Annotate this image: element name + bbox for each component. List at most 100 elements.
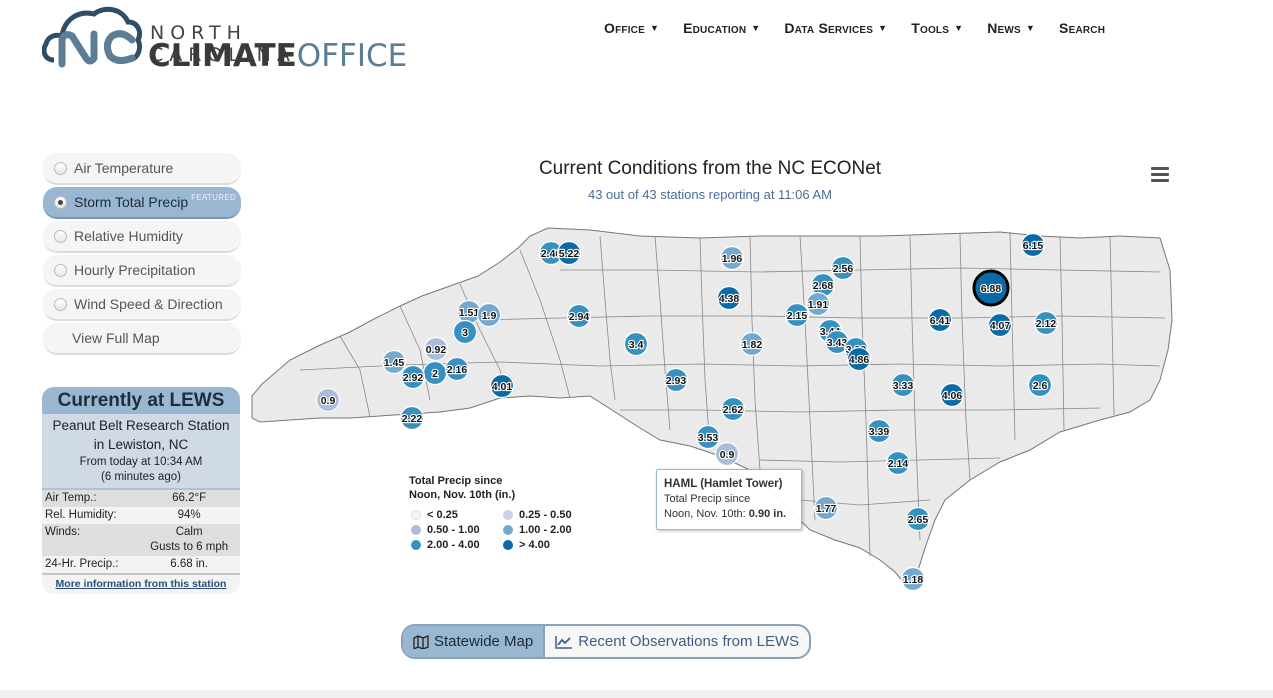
recent-observations-button[interactable]: Recent Observations from LEWS xyxy=(545,626,809,657)
station-marker[interactable] xyxy=(444,356,470,382)
nav-education[interactable]: Education ▼ xyxy=(683,20,760,36)
reading-row: Winds: Calm Gusts to 6 mph xyxy=(42,524,240,556)
legend-item[interactable]: > 4.00 xyxy=(501,538,593,552)
reading-label: Air Temp.: xyxy=(45,492,97,504)
station-marker[interactable] xyxy=(813,495,839,521)
cloud-logo-icon xyxy=(42,6,143,68)
legend-item[interactable]: < 0.25 xyxy=(409,508,501,522)
radio-icon[interactable] xyxy=(54,229,67,243)
station-marker[interactable] xyxy=(890,372,916,398)
view-full-map-button[interactable]: View Full Map xyxy=(43,323,241,355)
station-marker[interactable] xyxy=(846,346,872,372)
station-marker[interactable] xyxy=(714,441,740,467)
station-marker[interactable] xyxy=(830,255,856,281)
station-marker[interactable] xyxy=(695,424,721,450)
station-marker[interactable] xyxy=(452,319,478,345)
station-marker[interactable] xyxy=(719,245,745,271)
nav-tools[interactable]: Tools ▼ xyxy=(911,20,963,36)
station-marker[interactable] xyxy=(399,405,425,431)
station-marker[interactable] xyxy=(885,450,911,476)
reading-row: Air Temp.: 66.2°F xyxy=(42,490,240,507)
legend-item[interactable]: 0.25 - 0.50 xyxy=(501,508,593,522)
station-marker[interactable] xyxy=(927,307,953,333)
station-marker[interactable] xyxy=(939,382,965,408)
station-marker[interactable] xyxy=(489,373,515,399)
station-value-label: 6.15 xyxy=(1023,240,1044,252)
main-nav: Office ▼ Education ▼ Data Services ▼ Tools ▼… xyxy=(604,20,1129,36)
hamburger-menu-icon[interactable] xyxy=(1151,167,1169,183)
nav-news[interactable]: News ▼ xyxy=(987,20,1035,36)
station-value-label: 6.88 xyxy=(981,283,1002,295)
radio-icon[interactable] xyxy=(54,297,67,311)
radio-icon[interactable] xyxy=(54,161,67,175)
station-marker[interactable] xyxy=(905,506,931,532)
legend-swatch xyxy=(503,540,513,550)
station-marker[interactable] xyxy=(623,331,649,357)
reading-label: Rel. Humidity: xyxy=(45,509,117,521)
station-marker[interactable] xyxy=(866,418,892,444)
reading-row: Rel. Humidity: 94% xyxy=(42,507,240,524)
observation-time-line2: (6 minutes ago) xyxy=(101,471,181,483)
statewide-map-button[interactable]: Statewide Map xyxy=(403,626,546,657)
nav-data-services[interactable]: Data Services ▼ xyxy=(784,20,887,36)
station-markers[interactable]: 2.465.22 1.96 2.56 6.15 2.68 4.38 1.91 6.88 2.15… xyxy=(315,232,1059,592)
view-toggle: Statewide Map Recent Observations from L… xyxy=(401,624,812,659)
station-marker[interactable] xyxy=(663,367,689,393)
more-info-link[interactable]: More information from this station xyxy=(42,573,240,594)
station-marker[interactable] xyxy=(900,566,926,592)
station-value-label: 1.45 xyxy=(384,357,405,369)
nav-search[interactable]: Search xyxy=(1059,20,1105,36)
current-station-panel: Currently at LEWS Peanut Belt Research S… xyxy=(42,387,240,594)
option-hourly-precipitation[interactable]: Hourly Precipitation xyxy=(43,255,241,287)
station-marker[interactable] xyxy=(1033,310,1059,336)
option-wind-speed-direction[interactable]: Wind Speed & Direction xyxy=(43,289,241,321)
station-value-label: 2.16 xyxy=(447,364,468,376)
station-marker[interactable] xyxy=(805,291,831,317)
logo-climate: CLIMATE xyxy=(148,38,297,74)
nav-office[interactable]: Office ▼ xyxy=(604,20,659,36)
station-value-label: 3.33 xyxy=(893,380,914,392)
station-marker[interactable] xyxy=(315,387,341,413)
station-marker[interactable] xyxy=(1020,232,1046,258)
reading-value-line1: Calm xyxy=(175,526,203,538)
station-value-label: 2.56 xyxy=(833,263,854,275)
legend-swatch xyxy=(411,540,421,550)
legend-item[interactable]: 0.50 - 1.00 xyxy=(409,523,501,537)
station-tooltip: HAML (Hamlet Tower) Total Precip since N… xyxy=(656,469,802,530)
station-marker[interactable] xyxy=(556,240,582,266)
legend-item[interactable]: 1.00 - 2.00 xyxy=(501,523,593,537)
option-storm-total-precip[interactable]: Storm Total Precip FEATURED xyxy=(43,187,241,219)
station-marker[interactable] xyxy=(566,303,592,329)
station-value-label: 3.43 xyxy=(827,337,848,349)
nc-climate-office-logo[interactable]: NORTH CAROLINA CLIMATEOFFICE xyxy=(42,2,407,74)
chart-subtitle: 43 out of 43 stations reporting at 11:06… xyxy=(587,187,833,202)
option-label: Wind Speed & Direction xyxy=(74,296,223,312)
legend-swatch xyxy=(411,510,421,520)
station-marker[interactable] xyxy=(381,349,407,375)
station-marker[interactable] xyxy=(476,302,502,328)
tooltip-line3-prefix: Noon, Nov. 10th: xyxy=(664,508,749,520)
station-value-label: 2.65 xyxy=(908,514,929,526)
station-marker[interactable] xyxy=(987,312,1013,338)
option-air-temperature[interactable]: Air Temperature xyxy=(43,153,241,185)
station-value-label: 0.9 xyxy=(720,449,735,461)
map-icon xyxy=(413,634,429,649)
station-marker[interactable] xyxy=(739,331,765,357)
station-marker[interactable] xyxy=(716,285,742,311)
option-relative-humidity[interactable]: Relative Humidity xyxy=(43,221,241,253)
station-marker[interactable] xyxy=(423,336,449,362)
chevron-down-icon: ▼ xyxy=(649,23,660,33)
station-value-label: 4.06 xyxy=(942,390,963,402)
station-marker[interactable] xyxy=(1027,372,1053,398)
legend-label: 1.00 - 2.00 xyxy=(519,524,572,536)
station-marker[interactable] xyxy=(972,269,1010,307)
radio-icon[interactable] xyxy=(54,263,67,277)
legend-item[interactable]: 2.00 - 4.00 xyxy=(409,538,501,552)
station-marker[interactable] xyxy=(784,302,810,328)
station-marker[interactable] xyxy=(400,364,426,390)
reading-value: 66.2°F xyxy=(172,492,207,504)
station-name-line1: Peanut Belt Research Station xyxy=(52,418,230,433)
radio-selected-icon[interactable] xyxy=(54,195,67,209)
station-marker[interactable] xyxy=(720,396,746,422)
